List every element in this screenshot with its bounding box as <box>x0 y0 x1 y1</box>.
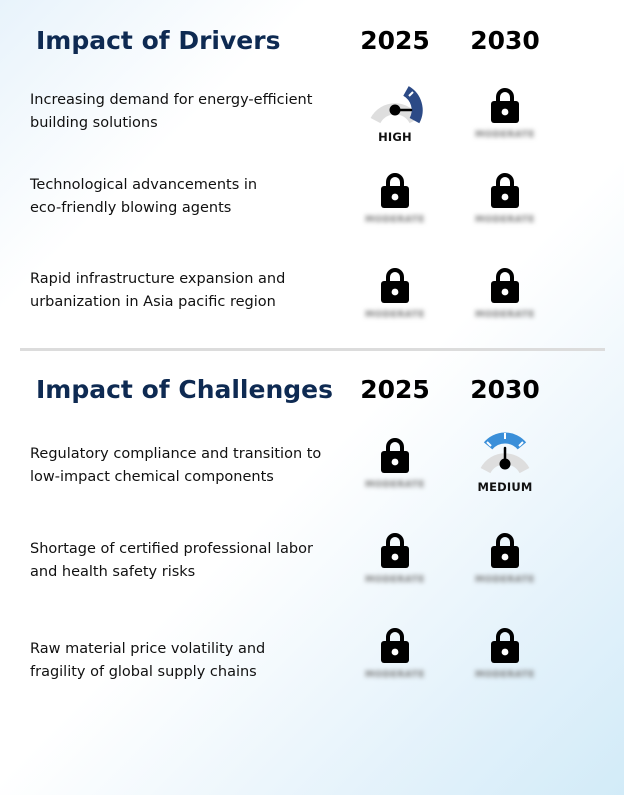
challenges-row-3-2030-cell[interactable]: MODERATE <box>450 626 560 696</box>
drivers-row-2-2030-cell[interactable]: MODERATE <box>450 171 560 241</box>
challenges-row-2-label: Shortage of certified professional labor… <box>30 538 340 584</box>
impact-gauge-icon <box>370 83 423 124</box>
drivers-row-3-label: Rapid infrastructure expansion and urban… <box>30 268 340 314</box>
row-label-line: fragility of global supply chains <box>30 664 257 680</box>
locked-value-placeholder: MODERATE <box>475 215 535 225</box>
section-divider <box>20 348 605 351</box>
challenges-year-2025-header: 2025 <box>360 375 430 404</box>
row-label-line: and health safety risks <box>30 564 196 580</box>
challenges-row-3-2025-cell[interactable]: MODERATE <box>340 626 450 696</box>
row-label-line: eco-friendly blowing agents <box>30 200 232 216</box>
lock-icon <box>491 533 519 568</box>
challenges-row-2-2025-cell[interactable]: MODERATE <box>340 531 450 601</box>
locked-value-placeholder: MODERATE <box>365 575 425 585</box>
challenges-row-1-2030-cell: MEDIUM <box>450 430 560 500</box>
drivers-row-2-label: Technological advancements in eco-friend… <box>30 174 340 220</box>
drivers-year-2025-header: 2025 <box>360 26 430 55</box>
impact-gauge-icon <box>480 432 530 474</box>
lock-icon <box>491 628 519 663</box>
locked-value-placeholder: MODERATE <box>475 575 535 585</box>
row-label-line: low-impact chemical components <box>30 469 274 485</box>
challenges-row-1-2025-cell[interactable]: MODERATE <box>340 436 450 506</box>
challenges-title: Impact of Challenges <box>36 375 333 404</box>
locked-value-placeholder: MODERATE <box>475 310 535 320</box>
lock-icon <box>381 268 409 303</box>
drivers-row-1-label: Increasing demand for energy-efficient b… <box>30 89 340 135</box>
lock-icon <box>381 533 409 568</box>
impact-level-label: HIGH <box>378 130 412 144</box>
lock-icon <box>491 88 519 123</box>
lock-icon <box>491 173 519 208</box>
challenges-row-1-label: Regulatory compliance and transition to … <box>30 443 340 489</box>
row-label-line: building solutions <box>30 115 158 131</box>
locked-value-placeholder: MODERATE <box>365 480 425 490</box>
row-label-line: Increasing demand for energy-efficient <box>30 92 313 108</box>
locked-value-placeholder: MODERATE <box>475 130 535 140</box>
lock-icon <box>381 438 409 473</box>
drivers-row-3-2025-cell[interactable]: MODERATE <box>340 266 450 336</box>
drivers-row-1-2025-cell: HIGH <box>340 80 450 150</box>
drivers-year-2030-header: 2030 <box>470 26 540 55</box>
challenges-row-2-2030-cell[interactable]: MODERATE <box>450 531 560 601</box>
lock-icon <box>381 173 409 208</box>
locked-value-placeholder: MODERATE <box>365 670 425 680</box>
drivers-row-1-2030-cell[interactable]: MODERATE <box>450 86 560 156</box>
locked-value-placeholder: MODERATE <box>365 310 425 320</box>
locked-value-placeholder: MODERATE <box>475 670 535 680</box>
row-label-line: Raw material price volatility and <box>30 641 266 657</box>
drivers-row-2-2025-cell[interactable]: MODERATE <box>340 171 450 241</box>
drivers-row-3-2030-cell[interactable]: MODERATE <box>450 266 560 336</box>
row-label-line: Regulatory compliance and transition to <box>30 446 322 462</box>
lock-icon <box>381 628 409 663</box>
row-label-line: urbanization in Asia pacific region <box>30 294 276 310</box>
challenges-year-2030-header: 2030 <box>470 375 540 404</box>
challenges-row-3-label: Raw material price volatility and fragil… <box>30 638 340 684</box>
locked-value-placeholder: MODERATE <box>365 215 425 225</box>
row-label-line: Shortage of certified professional labor <box>30 541 313 557</box>
lock-icon <box>491 268 519 303</box>
row-label-line: Technological advancements in <box>30 177 258 193</box>
row-label-line: Rapid infrastructure expansion and <box>30 271 286 287</box>
drivers-title: Impact of Drivers <box>36 26 281 55</box>
impact-level-label: MEDIUM <box>477 480 533 494</box>
